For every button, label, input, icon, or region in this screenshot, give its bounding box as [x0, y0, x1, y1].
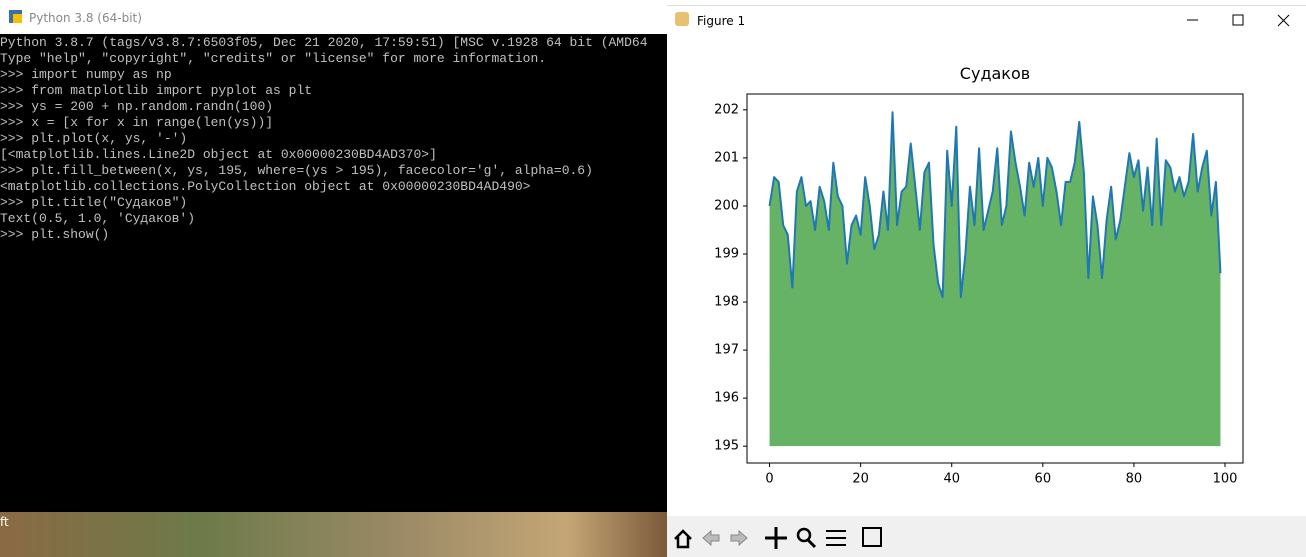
- terminal-body: [0, 34, 667, 512]
- back-button[interactable]: [702, 529, 720, 547]
- terminal-text: Python 3.8.7 (tags/v3.8.7:6503f05, Dec 2…: [0, 35, 648, 242]
- terminal-line: >>> import numpy as np: [0, 67, 172, 82]
- plot-frame: [746, 93, 1244, 464]
- figure-border: [667, 5, 1306, 6]
- chart-title: Судаков: [960, 64, 1030, 83]
- y-tick-label: 196: [714, 391, 739, 406]
- terminal-line: Type "help", "copyright", "credits" or "…: [0, 51, 546, 66]
- y-tick-label: 201: [714, 150, 739, 165]
- toolbar: [667, 516, 1306, 557]
- terminal-line: <matplotlib.collections.PolyCollection o…: [0, 179, 531, 194]
- maximize-button[interactable]: [1232, 14, 1244, 26]
- save-button[interactable]: [862, 527, 882, 547]
- terminal-line: >>> x = [x for x in range(len(ys))]: [0, 115, 273, 130]
- chart: Судаков 0 20 40 60 80 100 195 196 197 198 199 200 201…: [714, 64, 1244, 487]
- y-tick-label: 195: [714, 439, 739, 454]
- terminal-line: >>> ys = 200 + np.random.randn(100): [0, 99, 273, 114]
- forward-button[interactable]: [730, 529, 748, 547]
- close-button[interactable]: [1277, 14, 1290, 27]
- terminal-icon-part: [13, 14, 22, 23]
- data-line: [768, 111, 1222, 299]
- terminal-line: >>> plt.title("Судаков"): [0, 195, 187, 210]
- x-tick-label: 80: [1126, 472, 1143, 487]
- terminal-line: Text(0.5, 1.0, 'Судаков'): [0, 211, 195, 226]
- terminal-line: [<matplotlib.lines.Line2D object at 0x00…: [0, 147, 437, 162]
- figure-icon: [675, 12, 689, 26]
- y-tick-label: 200: [714, 198, 739, 213]
- home-button[interactable]: [674, 529, 692, 549]
- terminal-line: Python 3.8.7 (tags/v3.8.7:6503f05, Dec 2…: [0, 35, 648, 50]
- desktop-wallpaper: [0, 512, 667, 557]
- y-tick-label: 202: [714, 102, 739, 117]
- fill-area: [769, 112, 1221, 447]
- terminal-line: >>> plt.plot(x, ys, '-'): [0, 131, 187, 146]
- x-tick-label: 0: [765, 472, 773, 487]
- terminal-title: Python 3.8 (64-bit): [29, 11, 142, 25]
- x-tick-label: 40: [943, 472, 960, 487]
- terminal-line: >>> plt.fill_between(x, ys, 195, where=(…: [0, 163, 593, 178]
- configure-button[interactable]: [826, 530, 846, 546]
- terminal-line: >>> plt.show(): [0, 227, 109, 242]
- desktop-label: ft: [0, 515, 9, 529]
- y-tick-label: 199: [714, 246, 739, 261]
- zoom-button[interactable]: [796, 527, 812, 543]
- terminal-line: >>> from matplotlib import pyplot as plt: [0, 83, 312, 98]
- y-tick-label: 197: [714, 343, 739, 358]
- figure-title: Figure 1: [697, 14, 745, 28]
- x-tick-label: 20: [852, 472, 869, 487]
- x-tick-label: 60: [1035, 472, 1052, 487]
- terminal-titlebar: [0, 0, 667, 34]
- zoom-handle: [806, 538, 817, 549]
- y-tick-label: 198: [714, 295, 739, 310]
- x-tick-label: 100: [1213, 472, 1238, 487]
- pan-button[interactable]: [765, 527, 787, 549]
- terminal-window: Python 3.8 (64-bit) Python 3.8.7 (tags/v…: [0, 0, 667, 512]
